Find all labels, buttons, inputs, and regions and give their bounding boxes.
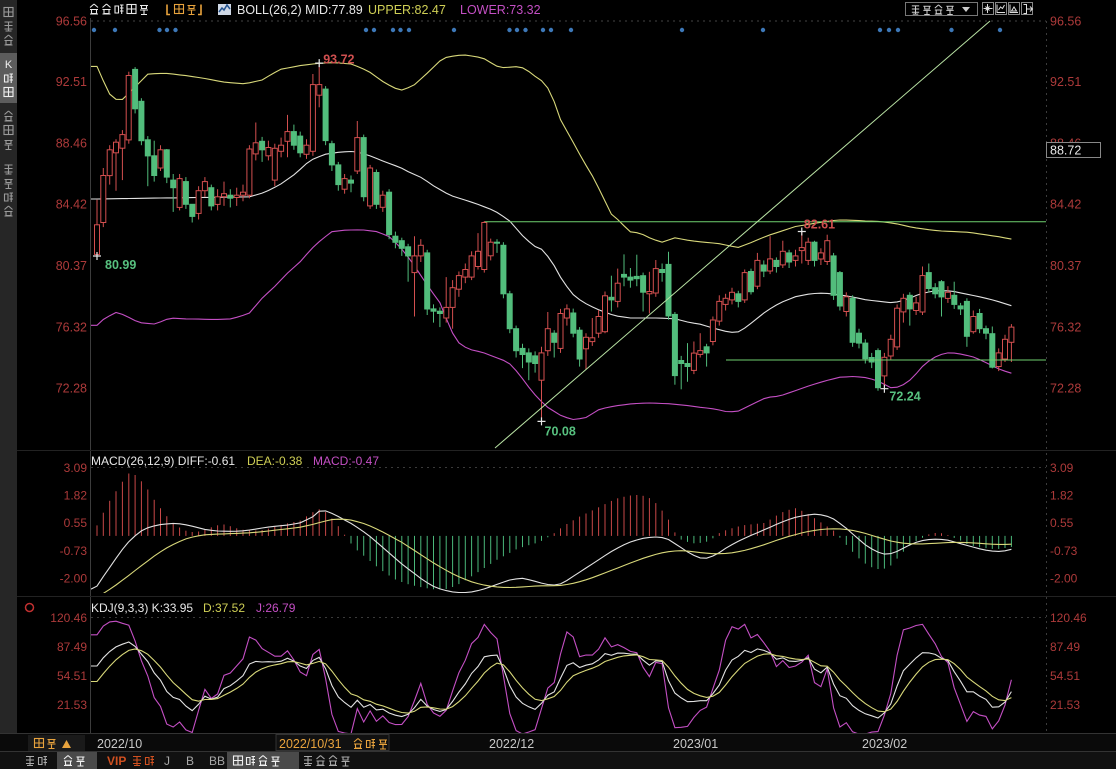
svg-text:21.53: 21.53 xyxy=(1050,698,1080,712)
svg-text:2023/01: 2023/01 xyxy=(673,737,718,751)
svg-text:2022/10/31: 2022/10/31 xyxy=(279,737,342,751)
svg-text:BB: BB xyxy=(209,754,225,768)
svg-text:72.28: 72.28 xyxy=(1050,382,1081,396)
svg-text:J:26.79: J:26.79 xyxy=(256,601,296,615)
svg-text:21.53: 21.53 xyxy=(57,698,87,712)
svg-text:VIP: VIP xyxy=(107,754,126,768)
svg-text:120.46: 120.46 xyxy=(1050,611,1087,625)
svg-text:93.72: 93.72 xyxy=(323,53,354,67)
svg-text:82.61: 82.61 xyxy=(804,218,835,232)
svg-text:76.32: 76.32 xyxy=(1050,320,1081,334)
svg-text:B: B xyxy=(186,754,194,768)
svg-text:3.09: 3.09 xyxy=(64,461,88,475)
svg-text:KDJ(9,3,3) K:33.95: KDJ(9,3,3) K:33.95 xyxy=(91,601,193,615)
svg-text:80.37: 80.37 xyxy=(56,259,87,273)
svg-text:54.51: 54.51 xyxy=(57,669,87,683)
svg-text:80.37: 80.37 xyxy=(1050,259,1081,273)
svg-text:1.82: 1.82 xyxy=(1050,489,1074,503)
svg-text:-0.73: -0.73 xyxy=(1050,544,1078,558)
svg-text:0.55: 0.55 xyxy=(64,516,88,530)
svg-text:MACD(26,12,9) DIFF:-0.61: MACD(26,12,9) DIFF:-0.61 xyxy=(91,454,235,468)
svg-text:120.46: 120.46 xyxy=(50,611,87,625)
svg-text:72.28: 72.28 xyxy=(56,382,87,396)
svg-text:76.32: 76.32 xyxy=(56,320,87,334)
svg-text:MACD:-0.47: MACD:-0.47 xyxy=(313,454,379,468)
svg-text:2023/02: 2023/02 xyxy=(862,737,907,751)
svg-text:80.99: 80.99 xyxy=(105,258,136,272)
svg-text:96.56: 96.56 xyxy=(56,15,87,29)
svg-text:-2.00: -2.00 xyxy=(60,572,88,586)
svg-text:87.49: 87.49 xyxy=(57,640,87,654)
svg-text:54.51: 54.51 xyxy=(1050,669,1080,683)
svg-text:87.49: 87.49 xyxy=(1050,640,1080,654)
svg-text:88.72: 88.72 xyxy=(1050,144,1081,158)
svg-text:88.46: 88.46 xyxy=(56,136,87,150)
svg-text:96.56: 96.56 xyxy=(1050,15,1081,29)
svg-text:0.55: 0.55 xyxy=(1050,516,1074,530)
svg-text:-0.73: -0.73 xyxy=(60,544,88,558)
svg-text:2022/10: 2022/10 xyxy=(97,737,142,751)
svg-text:72.24: 72.24 xyxy=(889,390,920,404)
svg-text:D:37.52: D:37.52 xyxy=(203,601,245,615)
svg-text:LOWER:73.32: LOWER:73.32 xyxy=(460,3,541,17)
svg-text:-2.00: -2.00 xyxy=(1050,572,1078,586)
svg-text:2022/12: 2022/12 xyxy=(489,737,534,751)
svg-text:92.51: 92.51 xyxy=(1050,75,1081,89)
svg-text:84.42: 84.42 xyxy=(56,198,87,212)
svg-text:92.51: 92.51 xyxy=(56,75,87,89)
svg-text:3.09: 3.09 xyxy=(1050,461,1074,475)
svg-text:UPPER:82.47: UPPER:82.47 xyxy=(368,3,446,17)
svg-text:1.82: 1.82 xyxy=(64,489,88,503)
svg-text:BOLL(26,2) MID:77.89: BOLL(26,2) MID:77.89 xyxy=(237,3,363,17)
svg-text:84.42: 84.42 xyxy=(1050,198,1081,212)
svg-text:70.08: 70.08 xyxy=(545,424,576,438)
svg-text:DEA:-0.38: DEA:-0.38 xyxy=(247,454,303,468)
svg-text:K: K xyxy=(5,59,13,71)
svg-text:J: J xyxy=(164,754,170,768)
